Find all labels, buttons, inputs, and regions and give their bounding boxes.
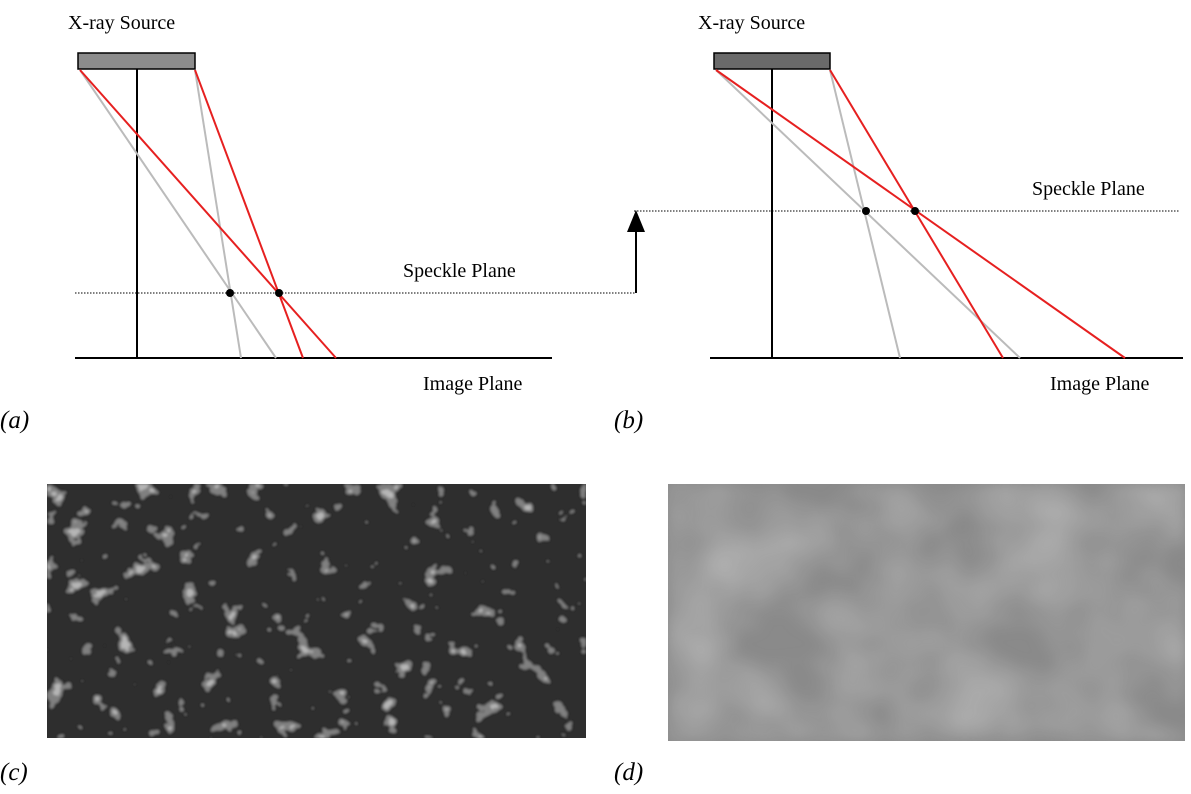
crossing [275,289,283,297]
ray [80,70,336,358]
crossing [226,289,234,297]
speckle-image [47,484,586,738]
speckle-image [668,484,1185,741]
ray [195,70,303,358]
xray-source [78,53,195,69]
caption: (b) [614,407,643,434]
ray [80,70,276,358]
panel-b: X-ray Source Speckle Plane Image Plane (… [614,12,1183,434]
xray-source [714,53,830,69]
panel-d: (d) [614,484,1185,786]
ray [195,70,241,358]
caption: (a) [0,407,29,434]
panel-a: X-ray Source Speckle Plane Image Plane (… [0,12,636,434]
caption: (c) [0,759,28,786]
caption: (d) [614,759,643,786]
speckle-label: Speckle Plane [1032,178,1145,200]
figure: X-ray Source Speckle Plane Image Plane (… [0,0,1191,794]
source-label: X-ray Source [68,12,175,34]
image-label: Image Plane [1050,373,1150,395]
crossing [862,207,870,215]
source-label: X-ray Source [698,12,805,34]
image-label: Image Plane [423,373,523,395]
arrow-head [627,210,645,232]
speckle-label: Speckle Plane [403,260,516,282]
ray [716,70,1125,358]
panel-c: (c) [0,484,586,786]
crossing [911,207,919,215]
